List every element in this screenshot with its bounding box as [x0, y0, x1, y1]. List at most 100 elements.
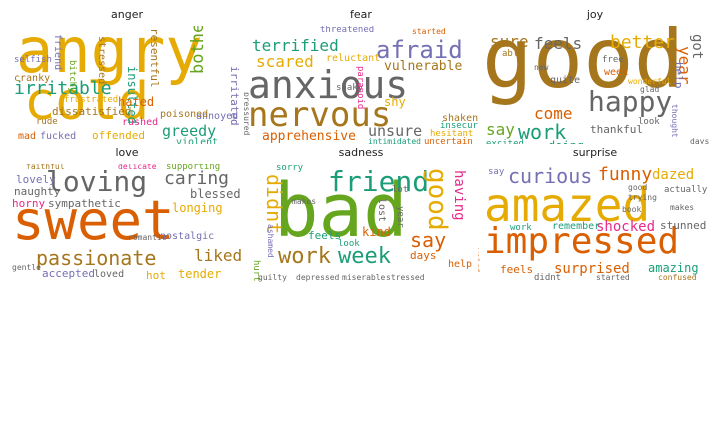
- cloud-word: kind: [362, 225, 391, 239]
- cloud-word: afraid: [376, 36, 463, 64]
- cloud-word: blessed: [190, 187, 241, 201]
- cloud-word: loved: [94, 269, 125, 280]
- cloud-word: free: [602, 55, 624, 65]
- cloud-word: feels: [500, 263, 534, 276]
- cloud-word: come: [534, 104, 573, 123]
- cloud-word: doing: [548, 140, 584, 144]
- cloud-word: loving: [46, 165, 148, 198]
- cloud-word: faithful: [26, 164, 65, 171]
- wordcloud-panel-anger: anger angry cold irritable bothered gree…: [10, 8, 244, 148]
- cloud-word: help: [448, 259, 473, 270]
- cloud-word: tender: [178, 267, 222, 281]
- word-cloud: amazed impressed curious funny shocked d…: [478, 164, 712, 282]
- cloud-word: better: [610, 32, 676, 53]
- cloud-word: apprehensive: [262, 129, 356, 144]
- cloud-word: longing: [172, 201, 223, 215]
- wordcloud-panel-sadness: sadness bad friend work week good didnt …: [244, 146, 478, 286]
- panel-title: joy: [586, 8, 604, 21]
- cloud-word: insecure: [440, 121, 478, 131]
- cloud-word: delicate: [118, 164, 157, 171]
- cloud-word: miserable: [342, 273, 386, 282]
- cloud-word: cold: [24, 72, 150, 132]
- cloud-word: rushed: [122, 117, 159, 128]
- cloud-word: friend: [52, 34, 63, 71]
- cloud-word: lost: [376, 198, 387, 223]
- cloud-word: reluctant: [326, 53, 381, 64]
- cloud-word: quite: [550, 75, 581, 86]
- cloud-word: good: [628, 183, 648, 192]
- cloud-word: work: [278, 244, 331, 269]
- cloud-word: liked: [194, 246, 243, 265]
- cloud-word: hated: [118, 95, 155, 109]
- cloud-word: shaky: [336, 83, 364, 93]
- cloud-word: year: [395, 206, 405, 228]
- cloud-word: angry: [16, 26, 203, 87]
- cloud-word: didnt: [534, 273, 562, 283]
- cloud-word: stunned: [660, 219, 707, 232]
- cloud-word: unsure: [368, 122, 423, 140]
- cloud-word: depressed: [296, 273, 340, 282]
- cloud-word: feels: [534, 34, 583, 53]
- cloud-word: sorry: [276, 164, 304, 173]
- cloud-word: lot: [392, 185, 409, 195]
- cloud-word: shy: [384, 95, 406, 109]
- cloud-word: rude: [36, 117, 58, 127]
- panel-title: sadness: [338, 146, 384, 159]
- cloud-word: stressed: [96, 36, 107, 85]
- cloud-word: sure: [490, 32, 529, 51]
- cloud-word: bitchy: [67, 60, 77, 93]
- cloud-word: feels: [308, 229, 342, 242]
- cloud-word: got: [689, 34, 705, 60]
- cloud-word: weird: [478, 248, 481, 273]
- cloud-word: makes: [292, 197, 317, 206]
- cloud-word: amazing: [648, 261, 699, 275]
- cloud-word: annoyed: [196, 111, 239, 122]
- cloud-word: thought: [670, 104, 679, 138]
- cloud-word: hot: [146, 269, 166, 282]
- cloud-word: greedy: [162, 122, 217, 140]
- cloud-word: violent: [176, 137, 219, 145]
- panel-title: anger: [111, 8, 143, 21]
- word-cloud: angry cold irritable bothered greedy ins…: [10, 26, 244, 144]
- cloud-word: days: [690, 137, 710, 145]
- cloud-word: lovely: [16, 173, 56, 186]
- cloud-word: nervous: [248, 95, 392, 135]
- cloud-word: sweet: [12, 189, 175, 252]
- cloud-word: book: [622, 205, 642, 214]
- cloud-word: terrified: [252, 36, 339, 55]
- cloud-word: funny: [598, 164, 653, 185]
- cloud-word: offended: [92, 129, 145, 142]
- cloud-word: shaken: [442, 113, 478, 124]
- cloud-word: irritable: [14, 78, 112, 99]
- cloud-word: frustrated: [64, 95, 119, 105]
- cloud-word: dissatisfied: [52, 105, 132, 118]
- cloud-word: vulnerable: [384, 59, 463, 74]
- cloud-word: confused: [658, 273, 697, 282]
- cloud-word: naughty: [14, 185, 61, 198]
- cloud-word: supporting: [166, 164, 221, 172]
- cloud-word: sympathetic: [48, 197, 121, 210]
- word-cloud: anxious nervous afraid terrified scared …: [244, 26, 478, 144]
- panel-title: surprise: [572, 146, 618, 159]
- cloud-word: say: [410, 228, 447, 252]
- cloud-word: accepted: [42, 267, 95, 280]
- cloud-word: selfish: [14, 55, 52, 65]
- cloud-word: look: [338, 239, 360, 249]
- cloud-word: stressed: [386, 273, 425, 282]
- cloud-word: surprised: [554, 261, 630, 277]
- wordcloud-panel-joy: joy good happy work feels sure better co…: [478, 8, 712, 148]
- panel-title: fear: [350, 8, 372, 21]
- word-cloud: good happy work feels sure better come s…: [478, 26, 712, 144]
- cloud-word: anxious: [248, 63, 409, 107]
- cloud-word: scared: [256, 52, 314, 71]
- cloud-word: say: [486, 120, 515, 139]
- cloud-word: shocked: [596, 219, 656, 235]
- cloud-word: nostalgic: [160, 231, 215, 242]
- cloud-word: makes: [670, 203, 695, 212]
- cloud-word: impressed: [484, 221, 680, 262]
- cloud-word: actually: [664, 185, 708, 195]
- cloud-word: work: [518, 120, 567, 144]
- cloud-word: ashamed: [266, 224, 275, 258]
- cloud-word: pressured: [244, 92, 251, 136]
- cloud-word: romantic: [128, 233, 167, 242]
